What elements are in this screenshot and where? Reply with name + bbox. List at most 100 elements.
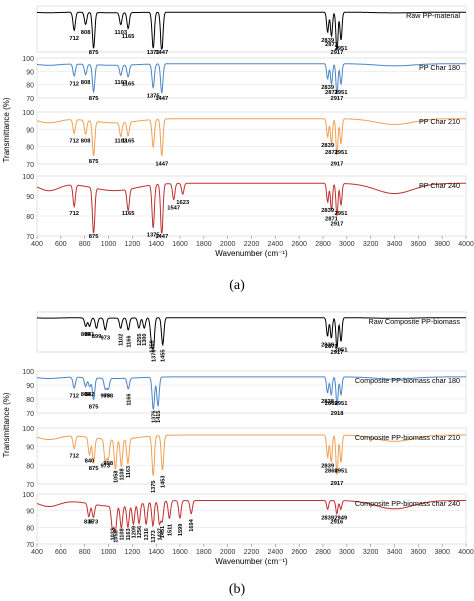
band-label: 2949 — [334, 515, 348, 521]
band-label: 808 — [81, 30, 91, 36]
band-label: 840 — [85, 459, 95, 465]
x-tick-label: 2600 — [291, 549, 307, 556]
x-tick-label: 600 — [55, 241, 67, 248]
band-label: 875 — [89, 404, 99, 410]
band-label: 1694 — [189, 518, 195, 531]
x-tick-label: 1200 — [125, 241, 141, 248]
x-tick-label: 3400 — [387, 241, 403, 248]
band-label: 2917 — [330, 481, 343, 487]
x-tick-label: 2600 — [291, 241, 307, 248]
band-label: 2869 — [325, 401, 339, 407]
x-tick-label: 800 — [79, 241, 91, 248]
spectrum-line — [37, 11, 466, 50]
band-label: 1415 — [156, 411, 162, 423]
y-axis-label: Transmittance (%) — [2, 392, 11, 457]
x-tick-label: 2400 — [268, 549, 284, 556]
band-label: 1511 — [167, 524, 173, 536]
band-label: 1375 — [147, 233, 161, 239]
x-tick-label: 1800 — [196, 241, 212, 248]
caption-b: (b) — [228, 582, 246, 597]
band-label: 1300 — [142, 333, 148, 345]
band-label: 2839 — [321, 208, 335, 214]
band-label: 2839 — [321, 515, 335, 521]
y-axis-label: Transmittance (%) — [2, 97, 11, 162]
band-label: 875 — [89, 159, 99, 165]
band-label: 875 — [89, 234, 99, 240]
band-label: 1163 — [126, 466, 132, 478]
y-tick-label: 80 — [26, 214, 34, 221]
band-label: 1447 — [155, 161, 168, 167]
series-name: Composite PP-biomass char 210 — [355, 433, 460, 442]
y-tick-label: 100 — [22, 174, 34, 181]
band-label: 1453 — [160, 476, 166, 488]
band-label: 2870 — [325, 344, 338, 350]
band-label: 2839 — [321, 38, 335, 44]
band-label: 712 — [69, 454, 79, 460]
band-label: 1166 — [126, 394, 132, 406]
y-tick-label: 80 — [26, 145, 34, 152]
band-label: 2839 — [321, 464, 335, 470]
x-tick-label: 2400 — [268, 241, 284, 248]
x-tick-label: 1600 — [172, 241, 188, 248]
band-label: 1163 — [126, 528, 132, 540]
y-tick-label: 100 — [22, 56, 34, 63]
series-name: Raw Composite PP-biomass — [369, 317, 461, 326]
band-label: 2951 — [335, 401, 349, 407]
band-label: 2917 — [330, 222, 343, 228]
x-tick-label: 400 — [31, 241, 43, 248]
series-name: PP Char 180 — [419, 63, 460, 72]
band-label: 1447 — [155, 50, 168, 56]
band-label: 2951 — [335, 46, 349, 52]
subplot-frame — [36, 5, 467, 53]
band-label: 835 — [84, 520, 94, 526]
band-label: 1255 — [137, 333, 143, 345]
caption-a: (a) — [229, 278, 245, 293]
band-label: 2871 — [325, 150, 339, 156]
series-name: Composite PP-biomass char 180 — [355, 376, 460, 385]
band-label: 2839 — [321, 85, 335, 91]
band-label: 899 — [92, 334, 102, 340]
band-label: 712 — [69, 82, 79, 88]
band-label: 1376 — [151, 350, 157, 362]
x-tick-label: 1600 — [172, 549, 188, 556]
band-label: 1375 — [147, 50, 161, 56]
x-tick-label: 3200 — [363, 241, 379, 248]
series-name: Composite PP-biomass char 240 — [355, 499, 460, 508]
y-tick-label: 100 — [22, 369, 34, 376]
band-label: 875 — [89, 466, 99, 472]
x-tick-label: 2000 — [220, 549, 236, 556]
y-tick-label: 90 — [26, 445, 34, 452]
x-tick-label: 1400 — [148, 241, 164, 248]
band-label: 842 — [85, 392, 95, 398]
x-tick-label: 3400 — [387, 549, 403, 556]
band-label: 2951 — [335, 211, 349, 217]
band-label: 1455 — [161, 350, 167, 362]
band-label: 2951 — [335, 348, 349, 354]
y-tick-label: 90 — [26, 509, 34, 516]
x-tick-label: 1000 — [101, 549, 117, 556]
band-label: 1447 — [155, 96, 168, 102]
band-label: 1316 — [144, 528, 150, 540]
band-label: 1373 — [151, 530, 157, 542]
band-label: 809 — [81, 332, 91, 338]
x-tick-label: 1200 — [125, 549, 141, 556]
x-tick-label: 3000 — [339, 549, 355, 556]
band-label: 1165 — [122, 82, 135, 88]
band-label: 2951 — [335, 150, 349, 156]
band-label: 712 — [69, 211, 79, 217]
x-tick-label: 4000 — [458, 549, 474, 556]
band-label: 2951 — [335, 469, 349, 475]
band-label: 1165 — [122, 138, 135, 144]
subplot-frame — [36, 311, 467, 353]
band-label: 1209 — [131, 526, 137, 538]
y-tick-label: 100 — [22, 110, 34, 117]
band-label: 2917 — [330, 50, 343, 56]
band-label: 973 — [100, 464, 110, 470]
spectrum-line — [37, 376, 466, 410]
y-tick-label: 90 — [26, 69, 34, 76]
band-label: 875 — [89, 50, 99, 56]
x-tick-label: 1400 — [148, 549, 164, 556]
y-tick-label: 70 — [26, 542, 34, 549]
band-label: 841 — [85, 332, 95, 338]
